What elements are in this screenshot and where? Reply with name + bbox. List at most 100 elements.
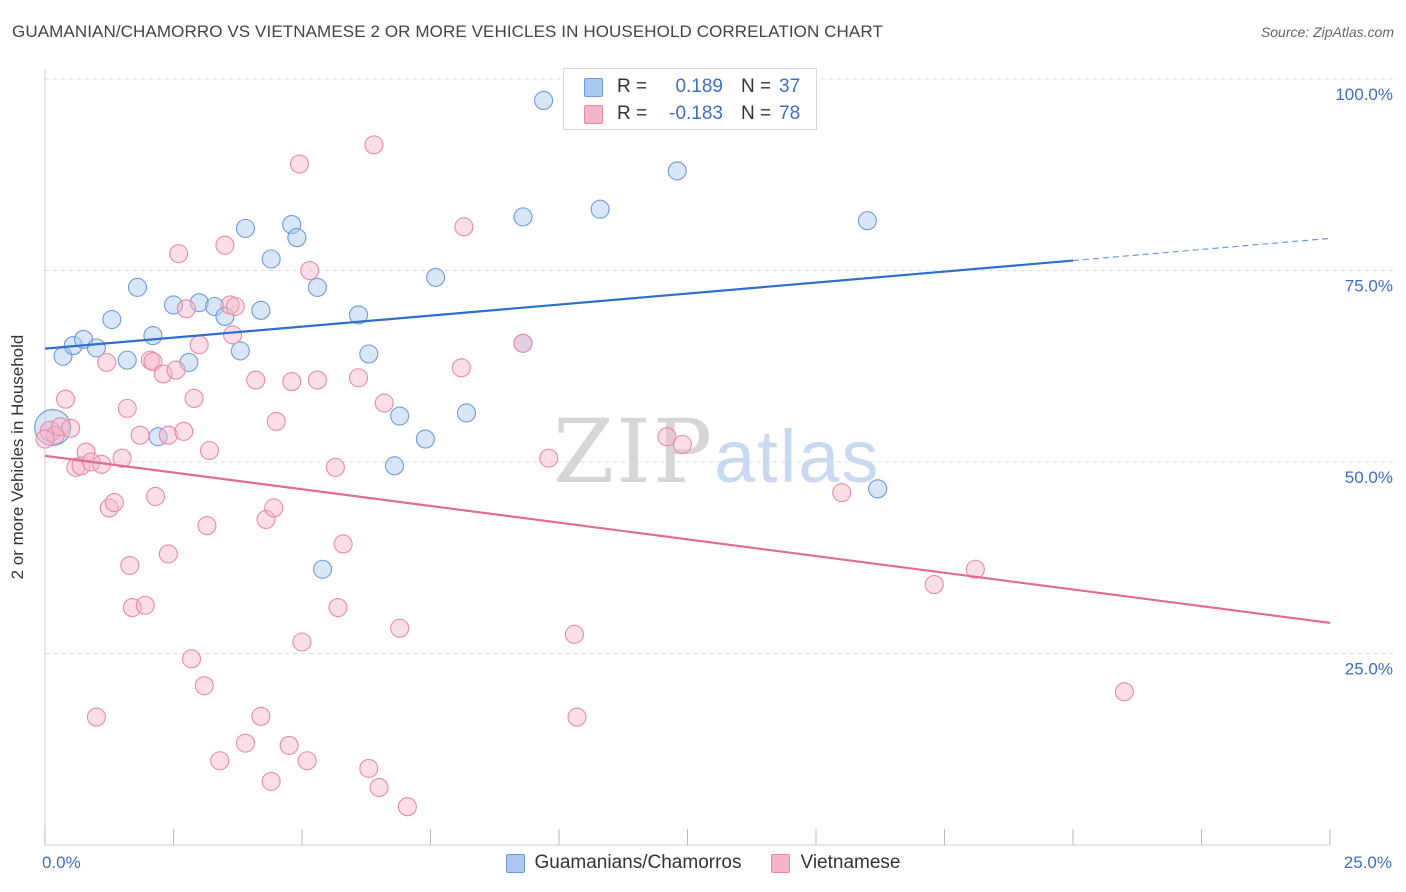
point-vietnamese	[300, 260, 320, 281]
legend-swatch-vietnamese	[771, 853, 791, 873]
chart-source: Source: ZipAtlas.com	[1260, 24, 1394, 40]
point-guamanian	[534, 90, 554, 110]
point-guamanian	[415, 429, 435, 449]
point-vietnamese	[390, 618, 410, 638]
point-vietnamese	[451, 358, 471, 378]
legend-swatch-guamanian	[584, 77, 603, 97]
point-vietnamese	[225, 296, 245, 317]
point-guamanian	[117, 350, 137, 370]
y-tick-label-25: 25.0%	[1345, 660, 1393, 679]
point-vietnamese	[832, 483, 852, 503]
n-label: N =	[741, 103, 772, 124]
legend-row-guamanian: R = 0.189 N = 37	[584, 75, 800, 99]
point-guamanian	[456, 403, 477, 423]
point-vietnamese	[50, 417, 70, 437]
watermark: ZIPatlas	[553, 400, 880, 503]
y-tick-label-100: 100.0%	[1335, 85, 1393, 104]
point-vietnamese	[924, 575, 944, 595]
r-value: 0.189	[675, 76, 723, 97]
point-vietnamese	[184, 388, 204, 408]
point-vietnamese	[61, 418, 81, 438]
point-vietnamese	[266, 411, 286, 431]
point-vietnamese	[158, 544, 178, 564]
point-vietnamese	[181, 649, 202, 669]
point-vietnamese	[99, 498, 119, 518]
point-guamanian	[384, 456, 405, 476]
point-vietnamese	[158, 425, 178, 445]
y-axis-label: 2 or more Vehicles in Household	[8, 334, 27, 580]
legend-row-vietnamese: R = -0.183 N = 78	[584, 102, 800, 126]
point-vietnamese	[965, 559, 985, 579]
point-guamanian	[868, 479, 888, 499]
point-guamanian	[426, 267, 446, 287]
point-vietnamese	[112, 448, 132, 468]
point-vietnamese	[166, 360, 186, 380]
point-vietnamese	[215, 235, 235, 255]
point-vietnamese	[289, 154, 309, 174]
point-guamanian	[590, 199, 610, 219]
point-vietnamese	[333, 534, 353, 554]
point-vietnamese	[539, 448, 559, 468]
point-guamanian	[513, 207, 533, 227]
point-vietnamese	[1114, 682, 1134, 702]
point-vietnamese	[297, 751, 317, 771]
point-guamanian	[287, 228, 307, 248]
point-guamanian	[348, 305, 369, 325]
point-guamanian	[261, 249, 281, 269]
point-vietnamese	[210, 751, 230, 771]
y-tick-label-75: 75.0%	[1345, 277, 1393, 296]
point-guamanian	[667, 161, 687, 181]
point-guamanian	[102, 309, 122, 330]
legend-label-guamanians: Guamanians/Chamorros	[534, 852, 742, 873]
n-label: N =	[741, 76, 772, 97]
point-vietnamese	[135, 595, 155, 615]
point-vietnamese	[174, 421, 194, 441]
point-guamanian	[235, 218, 256, 238]
point-vietnamese	[189, 335, 209, 355]
point-guamanian	[313, 559, 333, 579]
point-vietnamese	[117, 398, 137, 418]
n-value: 37	[779, 76, 801, 97]
point-guamanian	[163, 295, 184, 315]
point-vietnamese	[397, 797, 417, 817]
point-vietnamese	[235, 733, 256, 753]
trendline-vietnamese	[44, 454, 1331, 624]
point-vietnamese	[454, 217, 474, 237]
point-vietnamese	[261, 771, 281, 791]
point-guamanian	[390, 406, 410, 426]
point-vietnamese	[86, 707, 106, 727]
chart-title: GUAMANIAN/CHAMORRO VS VIETNAMESE 2 OR MO…	[12, 22, 883, 41]
point-vietnamese	[199, 440, 220, 461]
x-tick-label-max: 25.0%	[1343, 853, 1392, 872]
point-guamanian	[359, 344, 379, 364]
legend-item-vietnamese[interactable]: Vietnamese	[771, 852, 900, 874]
point-guamanian	[230, 341, 250, 361]
point-vietnamese	[672, 434, 692, 454]
legend-swatch-vietnamese	[584, 104, 603, 124]
point-vietnamese	[564, 624, 584, 644]
point-vietnamese	[56, 389, 76, 409]
point-vietnamese	[145, 486, 166, 507]
x-tick-label-min: 0.0%	[42, 853, 81, 872]
point-guamanian	[34, 408, 72, 447]
legend-item-guamanians[interactable]: Guamanians/Chamorros	[505, 852, 742, 874]
legend-label-vietnamese: Vietnamese	[800, 852, 901, 873]
watermark-atlas: atlas	[714, 415, 881, 498]
point-guamanian	[205, 296, 225, 317]
point-vietnamese	[567, 707, 587, 727]
point-vietnamese	[307, 370, 327, 390]
point-vietnamese	[364, 135, 384, 155]
r-value: -0.183	[669, 103, 723, 124]
series-legend: Guamanians/Chamorros Vietnamese	[0, 852, 1406, 874]
point-vietnamese	[374, 393, 394, 413]
point-vietnamese	[35, 429, 55, 449]
point-vietnamese	[223, 325, 243, 345]
point-vietnamese	[143, 352, 163, 372]
point-vietnamese	[97, 352, 117, 372]
trendline-guamanian	[44, 259, 1074, 350]
point-vietnamese	[292, 632, 312, 652]
point-guamanian	[127, 277, 148, 297]
point-vietnamese	[104, 493, 124, 513]
point-guamanian	[307, 277, 327, 297]
point-guamanian	[215, 306, 235, 327]
